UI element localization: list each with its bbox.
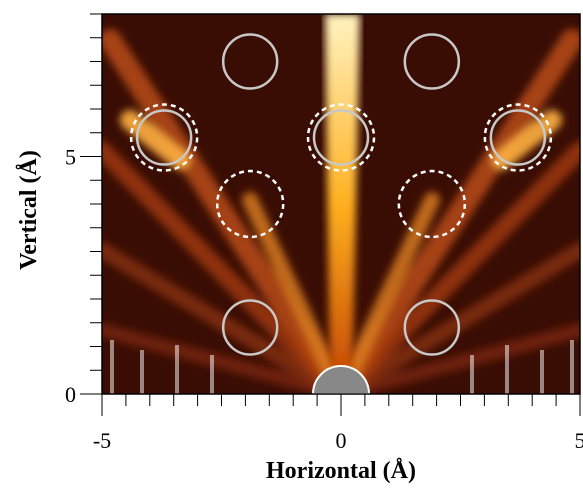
site-circle [221,299,279,356]
x-tick-label: 0 [336,428,347,453]
dashed-site-circle [306,103,376,172]
y-tick-label: 0 [65,382,76,407]
x-axis-label: Horizontal (Å) [266,458,416,484]
x-tick-label: 5 [575,428,583,453]
y-tick-label: 5 [65,145,76,170]
heatmap [102,14,580,394]
dashed-site-circle [483,103,553,172]
y-axis-label: Vertical (Å) [16,150,42,270]
site-circle [403,33,461,90]
site-circle [312,109,370,166]
x-tick-label: -5 [93,428,111,453]
site-circle [135,109,193,166]
site-circle [489,109,547,166]
dashed-site-circle [215,169,285,239]
origin-marker [311,365,371,394]
dashed-site-circle [129,103,199,172]
dashed-site-circle [397,169,467,239]
site-circle [221,33,279,90]
site-circle [403,299,461,356]
